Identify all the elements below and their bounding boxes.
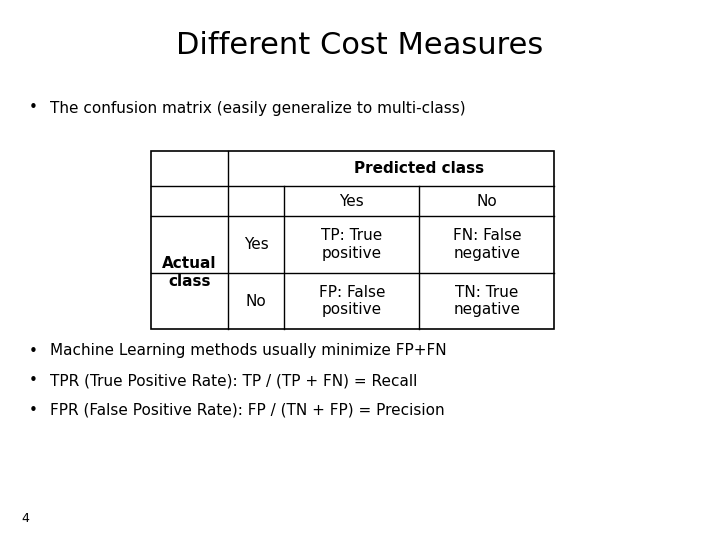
Text: Actual
class: Actual class	[162, 256, 217, 289]
Text: FP: False
positive: FP: False positive	[318, 285, 385, 317]
Bar	[151, 151, 554, 329]
Text: Predicted class: Predicted class	[354, 161, 485, 176]
Text: Yes: Yes	[339, 194, 364, 208]
Text: FPR (False Positive Rate): FP / (TN + FP) = Precision: FPR (False Positive Rate): FP / (TN + FP…	[50, 403, 445, 418]
Text: FN: False
negative: FN: False negative	[453, 228, 521, 261]
Text: Different Cost Measures: Different Cost Measures	[176, 31, 544, 60]
Text: TP: True
positive: TP: True positive	[321, 228, 382, 261]
Text: 4: 4	[22, 512, 30, 525]
Text: TPR (True Positive Rate): TP / (TP + FN) = Recall: TPR (True Positive Rate): TP / (TP + FN)…	[50, 373, 418, 388]
Text: •: •	[29, 403, 37, 418]
Text: No: No	[477, 194, 498, 208]
Text: •: •	[29, 100, 37, 116]
Text: Machine Learning methods usually minimize FP+FN: Machine Learning methods usually minimiz…	[50, 343, 447, 359]
Text: The confusion matrix (easily generalize to multi-class): The confusion matrix (easily generalize …	[50, 100, 466, 116]
Text: Yes: Yes	[243, 237, 269, 252]
Text: No: No	[246, 294, 266, 308]
Text: •: •	[29, 373, 37, 388]
Text: •: •	[29, 343, 37, 359]
Text: TN: True
negative: TN: True negative	[454, 285, 521, 317]
